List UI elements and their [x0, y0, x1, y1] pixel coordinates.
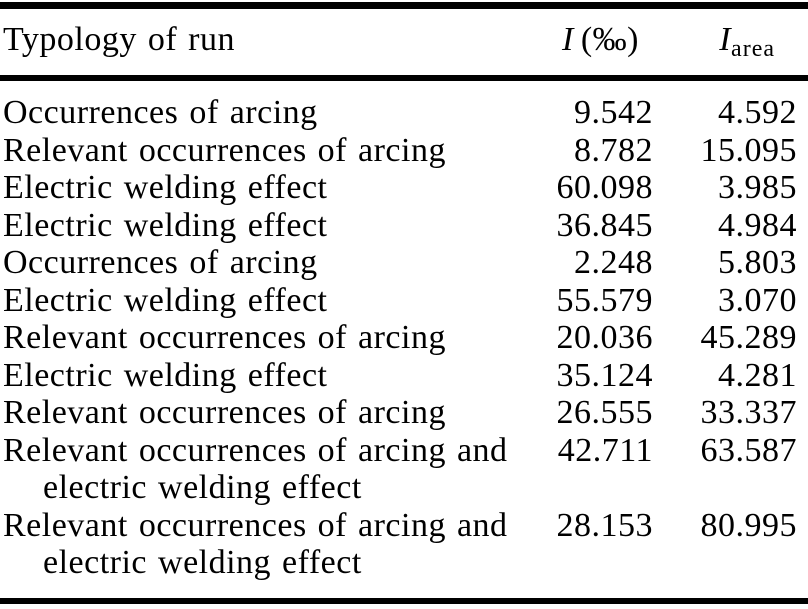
table-row: Electric welding effect 35.124 4.281 [0, 357, 808, 395]
i-permille-cell: 42.711 [557, 431, 653, 469]
i-area-cell: 45.289 [700, 319, 797, 356]
table-row: Occurrences of arcing 9.542 4.592 [0, 94, 808, 132]
table-bottom-rule [0, 598, 808, 604]
column-header-typology: Typology of run [3, 21, 235, 58]
i-permille-cell: 28.153 [556, 506, 653, 544]
i-area-cell: 33.337 [700, 394, 797, 431]
i-permille-cell: 2.248 [574, 244, 653, 281]
table-row: Electric welding effect 55.579 3.070 [0, 282, 808, 320]
i-area-cell: 5.803 [718, 244, 797, 281]
table-row: Relevant occurrences of arcing and elect… [0, 507, 808, 582]
table-header-rule [0, 75, 808, 81]
table-row: Relevant occurrences of arcing 20.036 45… [0, 319, 808, 357]
table-row: Electric welding effect 36.845 4.984 [0, 207, 808, 245]
typology-cell: Electric welding effect [3, 206, 328, 244]
i-symbol: I [562, 21, 574, 58]
typology-cell: Relevant occurrences of arcing and elect… [3, 431, 508, 507]
typology-cell: Electric welding effect [3, 169, 328, 206]
table-row: Occurrences of arcing 2.248 5.803 [0, 244, 808, 282]
typology-cell: Electric welding effect [3, 281, 328, 319]
typology-cell: Relevant occurrences of arcing [3, 319, 446, 356]
typology-cell: Relevant occurrences of arcing [3, 131, 446, 169]
permille-unit: (‰) [580, 21, 639, 58]
typology-cell: Occurrences of arcing [3, 94, 318, 131]
typology-cell: Occurrences of arcing [3, 244, 318, 281]
i-permille-cell: 8.782 [574, 131, 653, 169]
i-area-cell: 4.281 [718, 356, 797, 394]
i-area-cell: 4.592 [718, 94, 797, 131]
i-area-cell: 3.985 [718, 169, 797, 206]
table-top-rule [0, 2, 808, 9]
column-header-i-area: Iarea [653, 20, 797, 69]
i-area-cell: 4.984 [718, 206, 797, 244]
i-permille-cell: 35.124 [556, 356, 653, 394]
i-permille-cell: 36.845 [556, 206, 653, 244]
table-header-row: Typology of run I (‰) Iarea [0, 20, 808, 69]
i-permille-cell: 26.555 [556, 394, 653, 431]
i-area-cell: 15.095 [700, 131, 797, 169]
table-row: Electric welding effect 60.098 3.985 [0, 169, 808, 207]
typology-cell: Relevant occurrences of arcing and elect… [3, 506, 508, 582]
table-row: Relevant occurrences of arcing and elect… [0, 432, 808, 507]
i-area-cell: 3.070 [718, 281, 797, 319]
typology-cell: Relevant occurrences of arcing [3, 394, 446, 431]
i-permille-cell: 60.098 [556, 169, 653, 206]
table-row: Relevant occurrences of arcing 26.555 33… [0, 394, 808, 432]
table-row: Relevant occurrences of arcing 8.782 15.… [0, 132, 808, 170]
table-body: Occurrences of arcing 9.542 4.592 Releva… [0, 81, 808, 582]
i-permille-cell: 55.579 [556, 281, 653, 319]
i-permille-cell: 9.542 [574, 94, 653, 131]
i-symbol: I [719, 21, 732, 58]
i-permille-cell: 20.036 [556, 319, 653, 356]
i-area-cell: 80.995 [700, 506, 797, 544]
i-area-cell: 63.587 [700, 431, 797, 469]
typology-cell: Electric welding effect [3, 356, 328, 394]
area-subscript: area [731, 36, 775, 62]
column-header-i-permille: I (‰) [530, 20, 653, 69]
